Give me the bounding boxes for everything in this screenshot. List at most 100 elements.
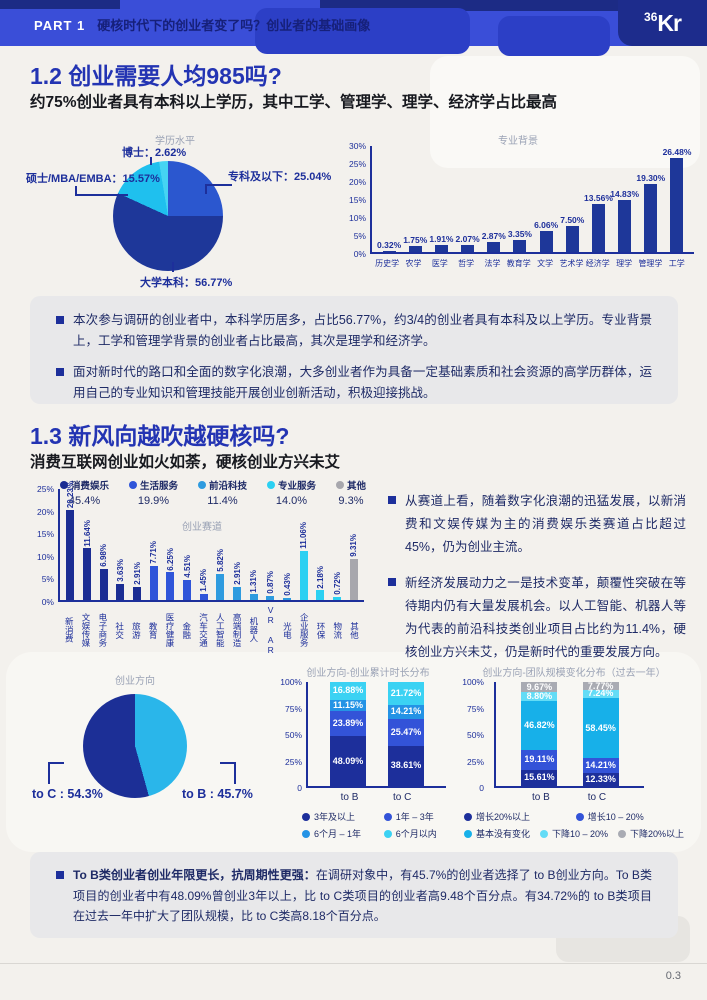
- stacked-segment: 25.47%: [388, 719, 424, 746]
- x-tick-label: 社交: [110, 605, 127, 655]
- legend-name: 6个月以内: [395, 829, 437, 839]
- logo-36: 36: [644, 10, 658, 24]
- bullet-text: 本次参与调研的创业者中，本科学历居多，占比56.77%，约3/4的创业者具有本科…: [73, 313, 652, 348]
- bar-value-label: 1.75%: [403, 234, 428, 245]
- bar-value-label: 1.45%: [199, 568, 209, 592]
- bar-column: 2.18%: [312, 566, 329, 600]
- legend-name: 增长20%以上: [476, 812, 531, 822]
- x-tick-label: 物流: [329, 605, 346, 655]
- bar-column: 9.31%: [345, 534, 362, 600]
- x-tick-label: 旅游: [127, 605, 144, 655]
- y-tick-label: 5%: [41, 574, 54, 585]
- x-tick-text: 电子商务: [97, 613, 108, 647]
- leader-line: [150, 157, 152, 165]
- bar-column: 7.71%: [145, 541, 162, 600]
- bar-column: 14.83%: [610, 189, 639, 252]
- bar: [316, 590, 325, 600]
- plot-area: 16.88% 11.15% 23.89% 48.09% 21.72% 14.21% 25.4…: [306, 682, 446, 788]
- bullet-square-icon: [56, 316, 64, 324]
- y-tick-label: 10%: [36, 551, 54, 562]
- x-tick-label: to B: [340, 792, 359, 803]
- legend-dot-icon: [197, 481, 206, 489]
- legend-percent: 19.9%: [137, 495, 170, 507]
- stacked-segment: 8.80%: [521, 691, 558, 702]
- x-tick-label: 经济学: [585, 259, 610, 268]
- legend-dot-icon: [618, 829, 627, 838]
- x-tick-label: 汽车交通: [194, 605, 211, 655]
- stacked-bar: 21.72% 14.21% 25.47% 38.61%: [388, 682, 424, 786]
- pie-label-to-c: to C : 54.3%: [32, 787, 103, 801]
- bar: [183, 579, 192, 600]
- bar: [116, 583, 125, 600]
- bar: [299, 550, 308, 600]
- legend-item: 3年及以上: [302, 810, 374, 823]
- x-tick-text: 医疗健康: [164, 613, 175, 647]
- header-decoration: [320, 0, 707, 11]
- x-tick-text: 高端制造: [232, 613, 243, 647]
- legend-percent: 14.0%: [275, 495, 308, 507]
- bar-column: 0.72%: [329, 572, 346, 600]
- bar-value-label: 20.23%: [65, 481, 75, 509]
- legend-item: 消费娱乐 45.4%: [60, 478, 109, 507]
- x-tick-text: 金融: [181, 621, 192, 639]
- bar-column: 2.91%: [129, 562, 146, 600]
- bullet-lead: To B类创业者创业年限更长，抗周期性更强：: [73, 868, 316, 882]
- y-tick-label: 75%: [466, 703, 484, 714]
- x-tick-text: 人工智能: [215, 613, 226, 647]
- stacked-segment: 11.15%: [330, 699, 366, 712]
- bar: [670, 158, 684, 252]
- bar-value-label: 6.98%: [99, 544, 109, 568]
- stacked-segment: 12.33%: [582, 773, 619, 786]
- bar: [539, 230, 553, 252]
- x-tick-label: 文学: [537, 259, 554, 268]
- legend-name: 下降10 – 20%: [552, 829, 609, 839]
- bar-value-label: 4.51%: [182, 555, 192, 578]
- bullet-square-icon: [56, 871, 64, 879]
- bullet-square-icon: [56, 368, 64, 376]
- legend-percent: 45.4%: [68, 495, 101, 507]
- stacked-bar: 16.88% 11.15% 23.89% 48.09%: [330, 682, 366, 786]
- bar-value-label: 2.91%: [232, 562, 242, 586]
- bar: [99, 569, 108, 600]
- x-axis-labels: 历史学 农学 医学 哲学 法学 教育学 文学 艺术学 经济学 理学 管理学 工学: [370, 258, 694, 269]
- bar: [644, 183, 658, 252]
- legend-dot-icon: [464, 829, 472, 838]
- y-tick-label: 0%: [41, 596, 54, 607]
- bar-column: 1.45%: [195, 569, 212, 600]
- legend-dot-icon: [540, 829, 549, 838]
- segment-value-label: 58.45%: [585, 722, 616, 733]
- section13-bullets: 从赛道上看，随着数字化浪潮的迅猛发展，以新消费和文娱传媒为主的消费娱乐类赛道占比…: [388, 490, 686, 677]
- legend-percent: 9.3%: [338, 495, 364, 507]
- pie-label-doctor: 博士：2.62%: [122, 147, 187, 159]
- bar: [591, 204, 605, 252]
- legend-name: 其他: [346, 481, 366, 492]
- legend-label: 前沿科技: [197, 478, 247, 492]
- x-tick-text: 物流: [332, 621, 343, 639]
- stacked-segment: 7.77%: [582, 681, 619, 691]
- legend-dot-icon: [128, 481, 137, 489]
- bar-column: 26.48%: [663, 147, 691, 252]
- x-tick-label: 人工智能: [211, 605, 228, 655]
- legend-label: 其他: [335, 478, 366, 492]
- stacked-segment: 14.21%: [388, 704, 424, 720]
- bar-column: 3.35%: [507, 229, 533, 252]
- bar-value-label: 7.50%: [560, 214, 585, 225]
- x-tick-label: 医疗健康: [161, 605, 178, 655]
- y-axis-labels: 100% 75% 50% 25% 0: [276, 677, 302, 793]
- x-tick-label: 其他: [345, 605, 362, 655]
- duration-chart-legend: 3年及以上 1年 – 3年 6个月 – 1年 6个月以内: [302, 810, 458, 840]
- bar-column: 0.32%: [376, 240, 402, 252]
- x-tick-label: 电子商务: [94, 605, 111, 655]
- legend-item: 前沿科技 11.4%: [197, 478, 247, 507]
- segment-value-label: 21.72%: [390, 687, 422, 698]
- x-tick-label: 光电: [278, 605, 295, 655]
- bar-column: 2.87%: [481, 231, 507, 252]
- leader-line: [172, 262, 174, 272]
- bullet-square-icon: [388, 578, 396, 587]
- y-tick-label: 0: [479, 783, 484, 793]
- segment-value-label: 8.80%: [526, 691, 553, 702]
- logo-36kr: 36 Kr: [618, 0, 707, 46]
- header-text: PART 1 硬核时代下的创业者变了吗？创业者的基础画像: [34, 15, 370, 34]
- bar-value-label: 0.43%: [282, 573, 292, 597]
- bar-column: 4.51%: [179, 555, 196, 600]
